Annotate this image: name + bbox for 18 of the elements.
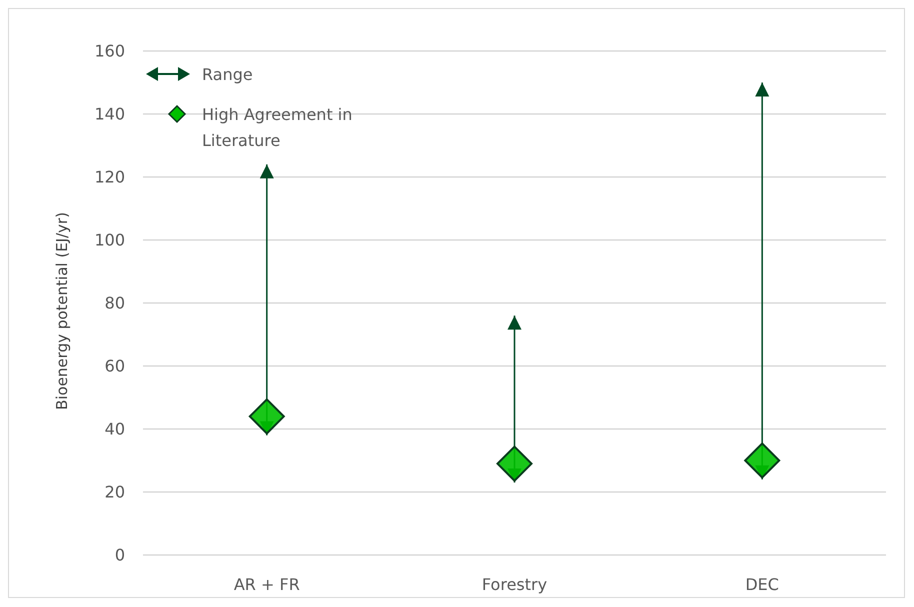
x-tick-label: Forestry — [482, 575, 548, 594]
point — [496, 446, 532, 482]
y-tick-label: 120 — [94, 168, 125, 187]
y-tick-label: 0 — [114, 546, 125, 565]
y-tick-label: 140 — [94, 104, 125, 124]
y-tick-label: 80 — [104, 294, 125, 313]
legend-label: Range — [202, 65, 253, 84]
point — [744, 442, 780, 478]
y-tick-label: 20 — [104, 482, 125, 502]
y-tick-label: 100 — [94, 230, 125, 250]
legend-label: High Agreement in Literature — [202, 105, 352, 150]
y-tick-label: 40 — [104, 420, 125, 439]
point — [248, 398, 285, 434]
y-axis-title: Bioenergy potential (EJ/yr) — [53, 212, 71, 410]
y-tick-label: 60 — [104, 356, 125, 376]
y-tick-label: 160 — [94, 42, 125, 61]
x-tick-label: DEC — [745, 575, 779, 594]
x-tick-label: AR + FR — [234, 575, 300, 594]
